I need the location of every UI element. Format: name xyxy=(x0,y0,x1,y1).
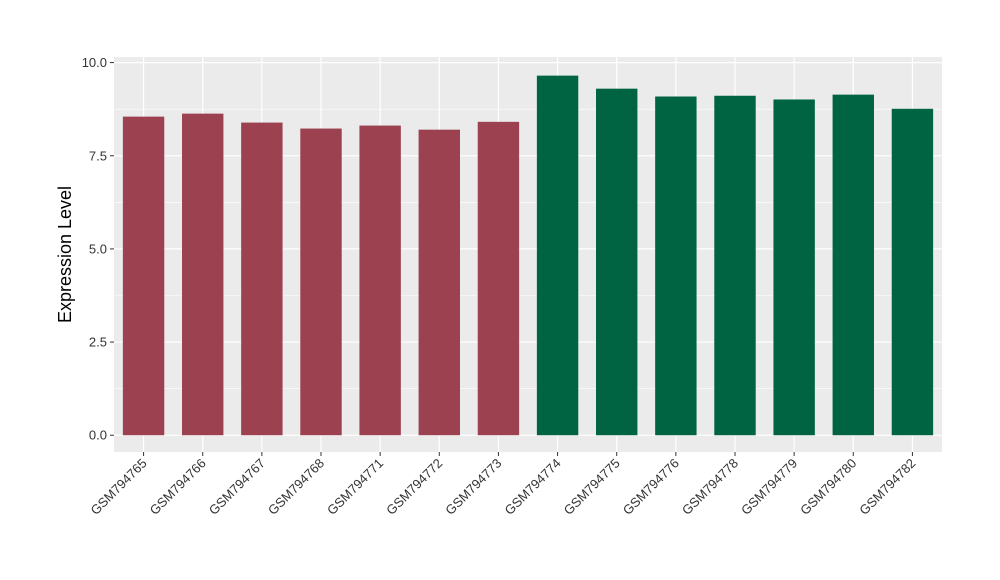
x-tick-label: GSM794775 xyxy=(561,456,623,518)
y-tick-label: 2.5 xyxy=(89,335,107,350)
x-tick-label: GSM794771 xyxy=(324,456,386,518)
x-tick-label: GSM794773 xyxy=(442,456,504,518)
bar-GSM794775 xyxy=(596,88,638,436)
bar-GSM794768 xyxy=(300,128,342,436)
x-tick-label: GSM794780 xyxy=(797,456,859,518)
x-tick-label: GSM794774 xyxy=(501,456,563,518)
y-tick-label: 10.0 xyxy=(82,55,107,70)
bar-GSM794779 xyxy=(773,99,815,436)
y-tick-label: 5.0 xyxy=(89,241,107,256)
y-tick-label: 0.0 xyxy=(89,428,107,443)
x-tick-label: GSM794776 xyxy=(620,456,682,518)
x-tick-label: GSM794766 xyxy=(147,456,209,518)
x-tick-label: GSM794765 xyxy=(87,456,149,518)
bar-GSM794772 xyxy=(418,129,460,436)
x-tick-label: GSM794772 xyxy=(383,456,445,518)
bar-GSM794774 xyxy=(536,75,579,436)
y-axis-title: Expression Level xyxy=(55,186,75,323)
bar-GSM794773 xyxy=(477,121,520,436)
bar-GSM794782 xyxy=(891,108,934,436)
x-tick-label: GSM794782 xyxy=(856,456,918,518)
bar-GSM794765 xyxy=(122,116,165,436)
bar-GSM794767 xyxy=(241,122,283,436)
x-tick-label: GSM794767 xyxy=(206,456,268,518)
y-tick-label: 7.5 xyxy=(89,148,107,163)
bar-GSM794776 xyxy=(655,96,697,436)
x-tick-label: GSM794778 xyxy=(679,456,741,518)
bar-GSM794780 xyxy=(832,94,874,436)
bar-GSM794771 xyxy=(359,125,401,436)
plot-panel xyxy=(114,57,942,452)
bar-GSM794766 xyxy=(182,113,224,436)
bar-GSM794778 xyxy=(714,95,756,436)
x-tick-label: GSM794768 xyxy=(265,456,327,518)
x-tick-label: GSM794779 xyxy=(738,456,800,518)
